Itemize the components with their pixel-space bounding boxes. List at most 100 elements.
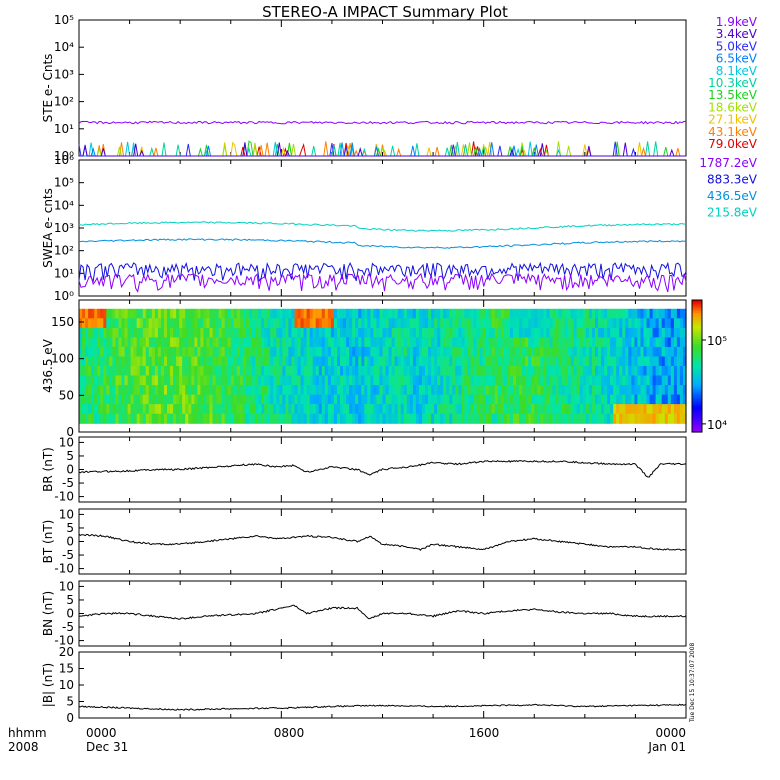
- heatmap-cell: [182, 385, 186, 396]
- heatmap-cell: [485, 404, 490, 415]
- heatmap-cell: [273, 318, 277, 329]
- heatmap-cell: [598, 394, 602, 405]
- heatmap-cell: [264, 404, 268, 415]
- heatmap-cell: [242, 308, 247, 319]
- heatmap-cell: [206, 337, 211, 348]
- heatmap-cell: [622, 356, 626, 367]
- heatmap-cell: [130, 385, 135, 396]
- heatmap-cell: [367, 327, 371, 338]
- heatmap-cell: [573, 404, 578, 415]
- heatmap-cell: [136, 327, 141, 338]
- heatmap-cell: [643, 346, 648, 357]
- heatmap-cell: [194, 413, 198, 424]
- heatmap-cell: [291, 308, 296, 319]
- heatmap-cell: [145, 394, 150, 405]
- heatmap-cell: [164, 404, 168, 415]
- heatmap-cell: [245, 356, 250, 367]
- heatmap-cell: [115, 375, 119, 386]
- heatmap-cell: [452, 308, 456, 319]
- heatmap-cell: [446, 308, 450, 319]
- heatmap-cell: [245, 337, 250, 348]
- heatmap-cell: [588, 308, 593, 319]
- heatmap-cell: [622, 394, 626, 405]
- heatmap-cell: [127, 394, 132, 405]
- heatmap-cell: [394, 356, 399, 367]
- br-line: [78, 459, 687, 478]
- heatmap-cell: [343, 337, 347, 348]
- heatmap-cell: [209, 366, 214, 377]
- heatmap-cell: [537, 308, 541, 319]
- heatmap-cell: [361, 385, 365, 396]
- heatmap-cell: [352, 413, 356, 424]
- heatmap-cell: [79, 327, 83, 338]
- heatmap-cell: [139, 375, 144, 386]
- heatmap-cell: [82, 375, 86, 386]
- heatmap-cell: [330, 308, 335, 319]
- heatmap-cell: [321, 394, 326, 405]
- heatmap-cell: [406, 404, 411, 415]
- heatmap-cell: [106, 394, 110, 405]
- heatmap-cell: [170, 356, 174, 367]
- heatmap-cell: [227, 375, 232, 386]
- heatmap-cell: [388, 366, 393, 377]
- heatmap-cell: [364, 356, 368, 367]
- heatmap-cell: [133, 394, 138, 405]
- heatmap-cell: [446, 385, 450, 396]
- heatmap-cell: [437, 385, 441, 396]
- heatmap-cell: [582, 308, 587, 319]
- heatmap-cell: [543, 318, 547, 329]
- heatmap-cell: [470, 366, 475, 377]
- heatmap-cell: [528, 318, 532, 329]
- bmag-frame: [78, 651, 687, 719]
- heatmap-cell: [370, 308, 374, 319]
- colorbar-cell: [692, 361, 702, 365]
- heatmap-cell: [403, 375, 408, 386]
- heatmap-cell: [400, 356, 405, 367]
- heatmap-cell: [82, 327, 86, 338]
- heatmap-cell: [628, 327, 632, 338]
- heatmap-cell: [670, 413, 675, 424]
- heatmap-cell: [415, 404, 420, 415]
- heatmap-cell: [209, 385, 214, 396]
- heatmap-cell: [321, 366, 326, 377]
- heatmap-cell: [497, 346, 502, 357]
- heatmap-cell: [245, 327, 250, 338]
- heatmap-cell: [370, 375, 374, 386]
- heatmap-cell: [573, 346, 578, 357]
- heatmap-cell: [452, 413, 456, 424]
- heatmap-cell: [388, 346, 393, 357]
- heatmap-cell: [500, 366, 505, 377]
- heatmap-cell: [458, 337, 462, 348]
- heatmap-cell: [619, 366, 623, 377]
- ste-legend-3.4keV: 3.4keV: [716, 27, 758, 41]
- heatmap-cell: [598, 318, 602, 329]
- heatmap-cell: [567, 385, 572, 396]
- heatmap-cell: [643, 375, 648, 386]
- heatmap-cell: [267, 366, 271, 377]
- heatmap-cell: [464, 394, 468, 405]
- heatmap-cell: [197, 366, 201, 377]
- heatmap-cell: [415, 366, 420, 377]
- heatmap-cell: [543, 385, 547, 396]
- heatmap-cell: [667, 375, 672, 386]
- heatmap-cell: [124, 318, 129, 329]
- heatmap-cell: [206, 385, 211, 396]
- heatmap-cell: [352, 308, 356, 319]
- heatmap-cell: [370, 346, 374, 357]
- heatmap-cell: [340, 318, 344, 329]
- heatmap-cell: [236, 318, 241, 329]
- heatmap-cell: [285, 413, 289, 424]
- x-tick-end-date: Jan 01: [647, 740, 686, 754]
- heatmap-cell: [370, 327, 374, 338]
- heatmap-cell: [218, 366, 223, 377]
- heatmap-cell: [585, 394, 590, 405]
- heatmap-cell: [194, 366, 198, 377]
- heatmap-cell: [546, 413, 550, 424]
- heatmap-cell: [109, 366, 113, 377]
- heatmap-cell: [379, 308, 384, 319]
- heatmap-cell: [115, 366, 119, 377]
- heatmap-cell: [446, 327, 450, 338]
- heatmap-cell: [467, 308, 472, 319]
- heatmap-cell: [385, 375, 390, 386]
- heatmap-cell: [221, 385, 226, 396]
